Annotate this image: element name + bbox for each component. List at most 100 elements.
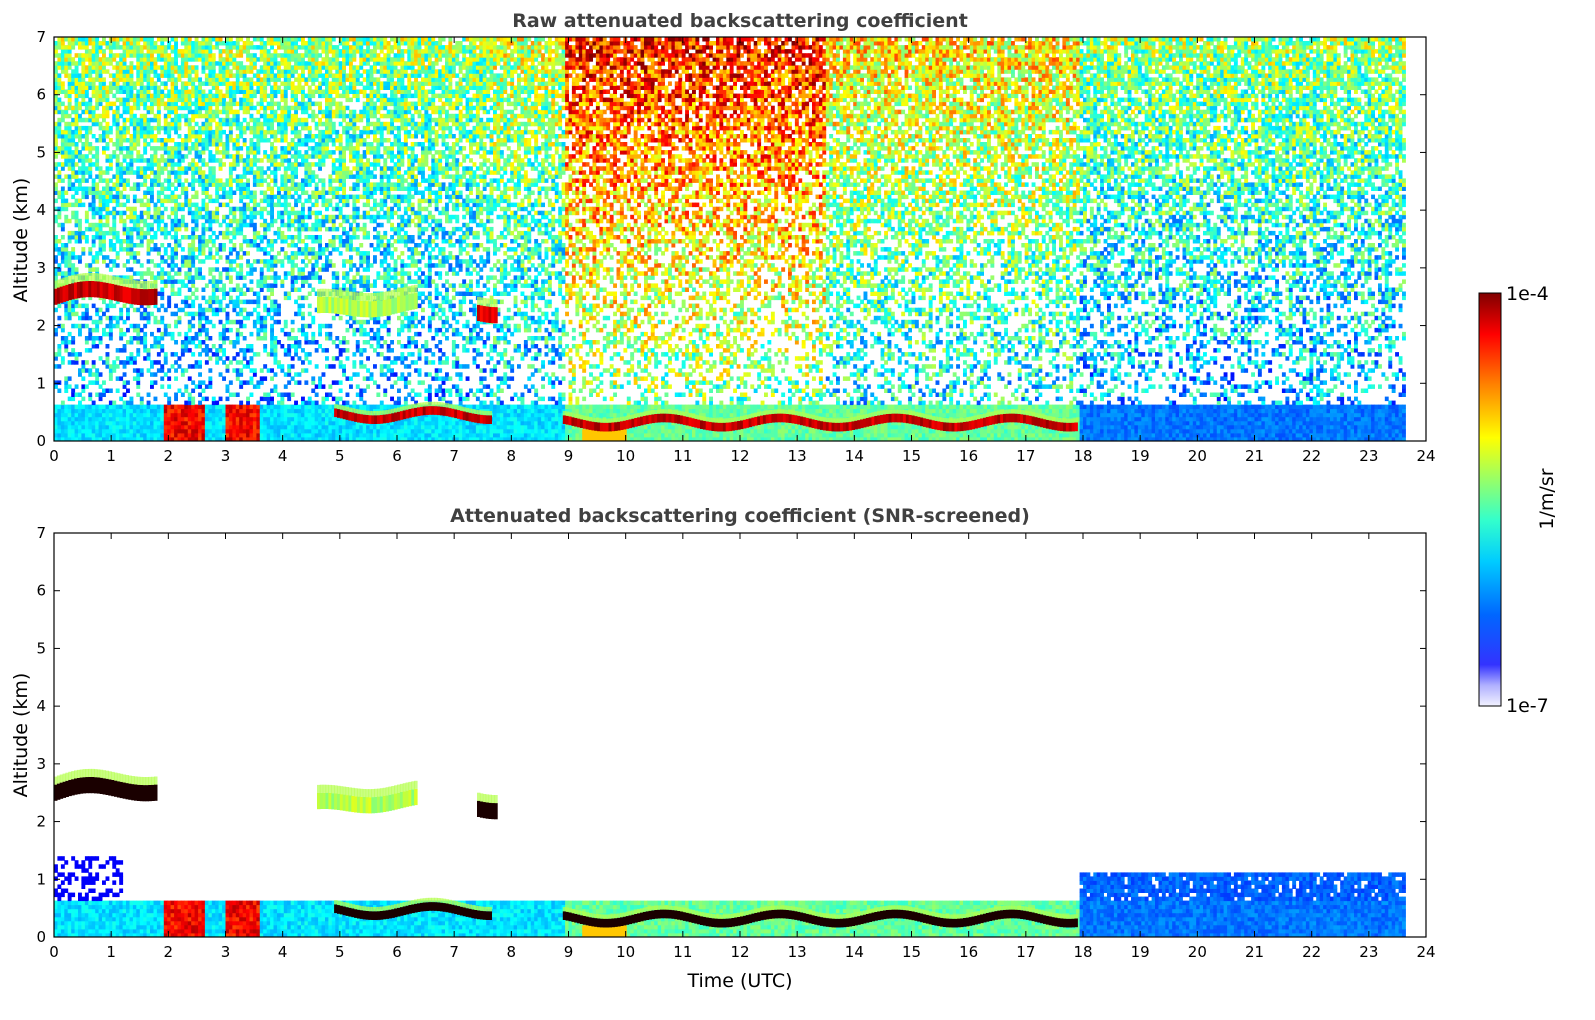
heatmap-cell xyxy=(112,77,116,82)
heatmap-cell xyxy=(136,106,140,111)
heatmap-cell xyxy=(99,219,103,224)
heatmap-cell xyxy=(157,49,161,54)
heatmap-cell xyxy=(280,110,284,115)
heatmap-cell xyxy=(71,397,75,402)
heatmap-cell xyxy=(150,215,154,220)
heatmap-cell xyxy=(143,138,147,143)
heatmap-cell xyxy=(171,90,175,95)
heatmap-cell xyxy=(246,106,250,111)
heatmap-cell xyxy=(280,328,284,333)
heatmap-cell xyxy=(250,344,254,349)
heatmap-cell xyxy=(167,106,171,111)
heatmap-cell xyxy=(154,49,158,54)
heatmap-cell xyxy=(229,259,233,264)
heatmap-cell xyxy=(188,146,192,151)
heatmap-cell xyxy=(81,90,85,95)
heatmap-cell xyxy=(164,178,168,183)
heatmap-cell xyxy=(123,45,127,50)
heatmap-cell xyxy=(61,235,65,240)
heatmap-cell xyxy=(157,182,161,187)
heatmap-cell xyxy=(143,425,147,430)
heatmap-cell xyxy=(119,150,123,155)
heatmap-cell xyxy=(150,45,154,50)
heatmap-cell xyxy=(198,360,202,365)
heatmap-cell xyxy=(147,61,151,65)
heatmap-cell xyxy=(85,126,89,130)
heatmap-cell xyxy=(130,98,134,103)
heatmap-cell xyxy=(157,86,161,91)
heatmap-cell xyxy=(256,130,260,135)
heatmap-cell xyxy=(164,114,168,119)
heatmap-cell xyxy=(191,45,195,50)
heatmap-cell xyxy=(226,191,230,196)
heatmap-cell xyxy=(274,219,278,224)
heatmap-cell xyxy=(256,231,260,236)
heatmap-cell xyxy=(133,324,137,329)
heatmap-cell xyxy=(78,401,82,406)
heatmap-cell xyxy=(232,421,236,426)
heatmap-cell xyxy=(167,110,171,115)
heatmap-cell xyxy=(222,69,226,74)
heatmap-cell xyxy=(174,429,178,434)
heatmap-cell xyxy=(140,49,144,54)
heatmap-cell xyxy=(130,433,134,438)
heatmap-cell xyxy=(78,150,82,155)
heatmap-cell xyxy=(102,239,106,244)
heatmap-cell xyxy=(277,118,281,123)
heatmap-cell xyxy=(174,199,178,204)
heatmap-cell xyxy=(205,182,209,187)
heatmap-cell xyxy=(287,352,291,357)
heatmap-cell xyxy=(130,243,134,248)
heatmap-cell xyxy=(88,170,92,175)
heatmap-cell xyxy=(154,102,158,107)
heatmap-cell xyxy=(277,195,281,200)
heatmap-cell xyxy=(61,243,65,248)
heatmap-cell xyxy=(57,304,61,309)
heatmap-cell xyxy=(130,37,134,42)
heatmap-cell xyxy=(133,134,137,139)
heatmap-cell xyxy=(130,267,134,272)
heatmap-cell xyxy=(212,138,216,143)
heatmap-cell xyxy=(133,413,137,418)
heatmap-cell xyxy=(263,178,267,183)
heatmap-cell xyxy=(164,356,168,361)
heatmap-cell xyxy=(260,114,264,119)
heatmap-cell xyxy=(256,211,260,216)
heatmap-cell xyxy=(226,429,230,434)
heatmap-cell xyxy=(57,134,61,139)
heatmap-cell xyxy=(102,429,106,434)
heatmap-cell xyxy=(215,288,219,293)
heatmap-cell xyxy=(260,199,264,204)
heatmap-cell xyxy=(195,57,199,62)
heatmap-cell xyxy=(226,45,230,50)
heatmap-cell xyxy=(102,187,106,192)
heatmap-cell xyxy=(61,336,65,341)
heatmap-cell xyxy=(171,110,175,115)
heatmap-cell xyxy=(178,154,182,159)
heatmap-cell xyxy=(219,413,223,418)
heatmap-cell xyxy=(119,178,123,183)
heatmap-cell xyxy=(126,49,130,54)
heatmap-cell xyxy=(140,122,144,127)
heatmap-cell xyxy=(102,134,106,139)
heatmap-cell xyxy=(191,401,195,406)
heatmap-cell xyxy=(250,393,254,398)
heatmap-cell xyxy=(284,86,288,91)
heatmap-cell xyxy=(75,429,79,434)
heatmap-cell xyxy=(61,191,65,196)
heatmap-cell xyxy=(195,98,199,103)
heatmap-cell xyxy=(150,126,154,130)
heatmap-cell xyxy=(99,57,103,62)
heatmap-cell xyxy=(239,372,243,377)
heatmap-cell xyxy=(178,178,182,183)
heatmap-cell xyxy=(236,90,240,95)
heatmap-cell xyxy=(267,243,271,248)
heatmap-cell xyxy=(208,69,212,74)
heatmap-cell xyxy=(284,352,288,357)
heatmap-cell xyxy=(267,122,271,127)
heatmap-cell xyxy=(270,304,274,309)
heatmap-cell xyxy=(126,316,130,321)
heatmap-cell xyxy=(160,73,164,78)
heatmap-cell xyxy=(95,69,99,74)
heatmap-cell xyxy=(123,37,127,42)
